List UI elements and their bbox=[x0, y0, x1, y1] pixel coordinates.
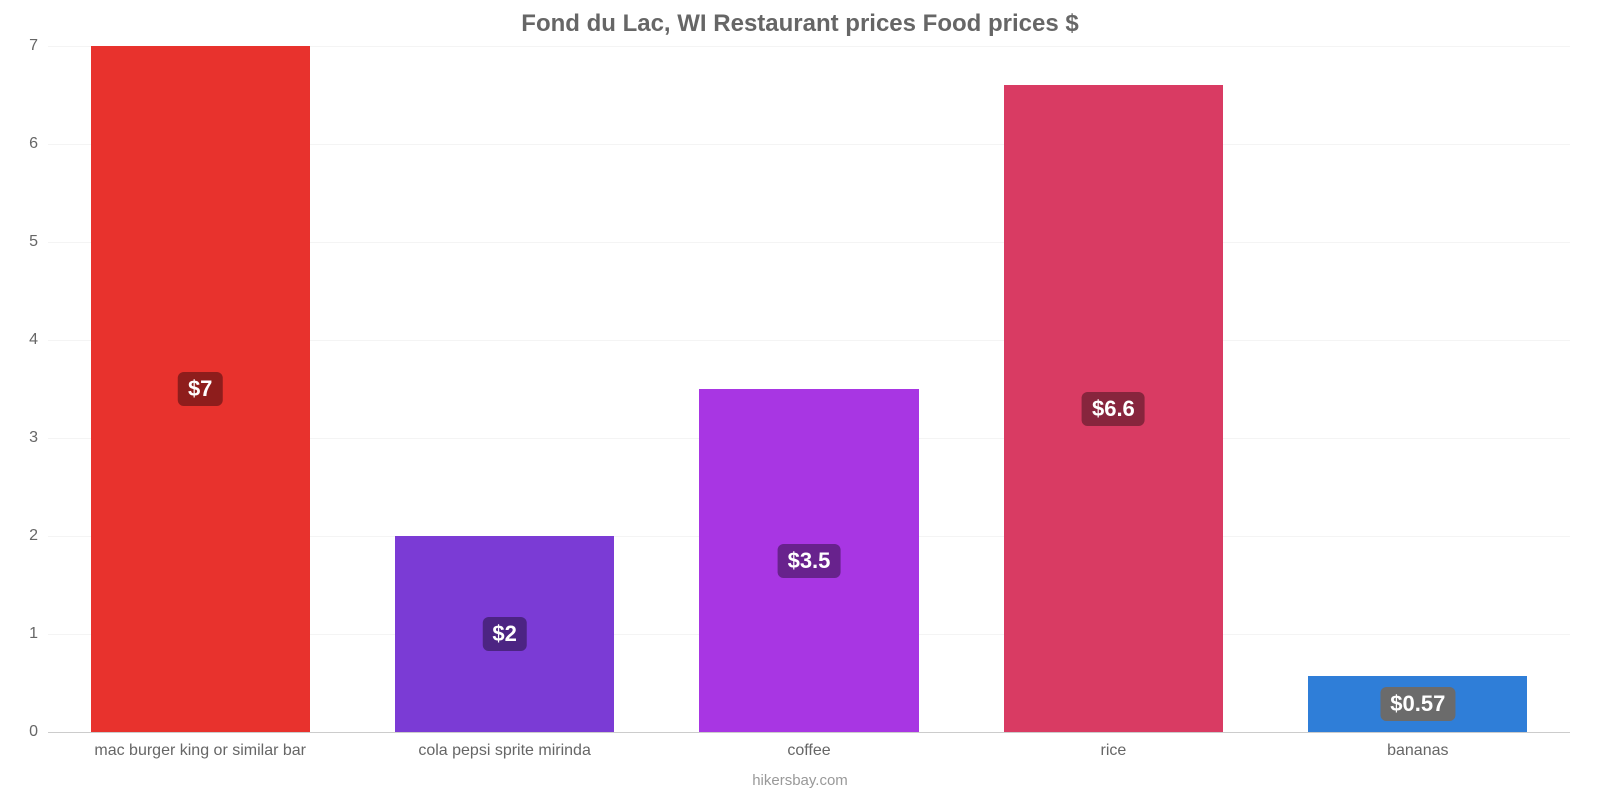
value-badge: $2 bbox=[482, 617, 526, 651]
x-tick-label: rice bbox=[1101, 732, 1127, 760]
y-tick-label: 1 bbox=[29, 625, 48, 643]
y-tick-label: 3 bbox=[29, 429, 48, 447]
y-tick-label: 5 bbox=[29, 233, 48, 251]
value-badge: $7 bbox=[178, 372, 222, 406]
y-tick-label: 2 bbox=[29, 527, 48, 545]
x-tick-label: mac burger king or similar bar bbox=[94, 732, 306, 760]
price-bar-chart: Fond du Lac, WI Restaurant prices Food p… bbox=[0, 0, 1600, 800]
plot-area: 01234567$7mac burger king or similar bar… bbox=[48, 46, 1570, 732]
x-tick-label: bananas bbox=[1387, 732, 1448, 760]
y-tick-label: 4 bbox=[29, 331, 48, 349]
attribution-label: hikersbay.com bbox=[752, 772, 848, 789]
x-tick-label: cola pepsi sprite mirinda bbox=[418, 732, 591, 760]
y-tick-label: 6 bbox=[29, 135, 48, 153]
chart-title: Fond du Lac, WI Restaurant prices Food p… bbox=[0, 10, 1600, 38]
value-badge: $3.5 bbox=[778, 544, 841, 578]
value-badge: $0.57 bbox=[1380, 687, 1455, 721]
y-tick-label: 0 bbox=[29, 723, 48, 741]
y-tick-label: 7 bbox=[29, 37, 48, 55]
x-tick-label: coffee bbox=[787, 732, 830, 760]
value-badge: $6.6 bbox=[1082, 392, 1145, 426]
